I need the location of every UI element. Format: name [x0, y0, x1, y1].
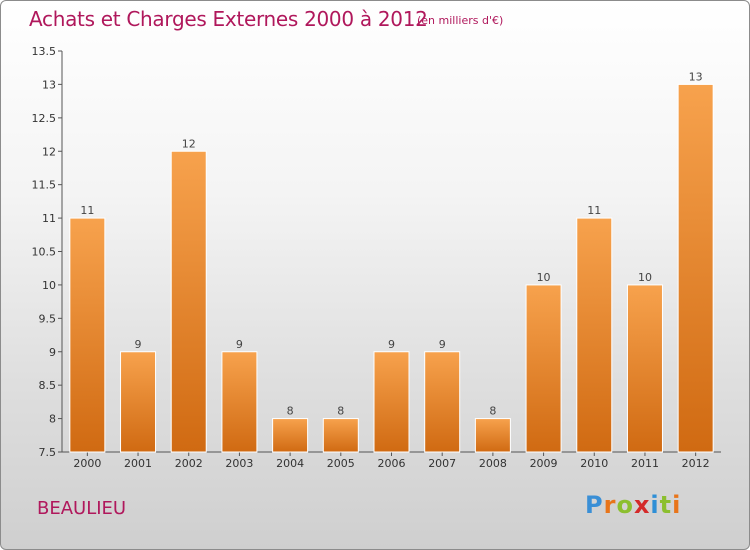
- x-tick-label: 2002: [175, 457, 203, 470]
- bar-value-label: 11: [80, 204, 94, 217]
- bar-value-label: 8: [287, 405, 294, 418]
- x-tick-label: 2011: [631, 457, 659, 470]
- bar-value-label: 8: [489, 405, 496, 418]
- bar-value-label: 13: [689, 70, 703, 83]
- logo-letter: x: [633, 491, 651, 519]
- bar: [576, 217, 613, 453]
- x-tick-label: 2007: [428, 457, 456, 470]
- x-tick-label: 2006: [378, 457, 406, 470]
- bar-value-label: 10: [638, 271, 652, 284]
- logo-letter: t: [659, 491, 673, 519]
- bar-value-label: 9: [439, 338, 446, 351]
- y-tick-label: 12: [42, 145, 56, 158]
- x-tick-label: 2009: [530, 457, 558, 470]
- bar-value-label: 12: [182, 137, 196, 150]
- logo-letter: o: [616, 491, 634, 519]
- y-tick-label: 10: [42, 279, 56, 292]
- bar: [373, 351, 410, 453]
- x-tick-label: 2012: [682, 457, 710, 470]
- x-tick-label: 2010: [580, 457, 608, 470]
- y-tick-label: 13: [42, 78, 56, 91]
- x-tick-label: 2001: [124, 457, 152, 470]
- bar: [525, 284, 562, 453]
- y-tick-label: 9.5: [39, 312, 57, 325]
- bar: [120, 351, 157, 453]
- logo-letter: r: [603, 491, 617, 519]
- data-labels: 11 9 12 9 8 8 9 9 8 10 11 10 13: [80, 70, 702, 417]
- x-tick-label: 2005: [327, 457, 355, 470]
- chart-title: Achats et Charges Externes 2000 à 2012: [29, 7, 428, 31]
- y-tick-label: 10.5: [32, 246, 57, 259]
- bar: [322, 418, 359, 453]
- y-tick-label: 8: [49, 413, 56, 426]
- y-tick-label: 12.5: [32, 112, 57, 125]
- logo-letter: P: [585, 491, 604, 519]
- bar-value-label: 9: [135, 338, 142, 351]
- y-tick-label: 13.5: [32, 45, 57, 58]
- y-tick-label: 8.5: [39, 379, 57, 392]
- x-tick-label: 2004: [276, 457, 304, 470]
- bar-value-label: 8: [337, 405, 344, 418]
- x-tick-label: 2003: [225, 457, 253, 470]
- chart-subtitle: (en milliers d'€): [417, 14, 504, 27]
- bar: [474, 418, 511, 453]
- bar: [424, 351, 461, 453]
- logo-letter: i: [672, 491, 682, 519]
- city-name: BEAULIEU: [37, 498, 127, 519]
- y-tick-label: 7.5: [39, 446, 57, 459]
- y-tick-label: 11: [42, 212, 56, 225]
- bar: [69, 217, 106, 453]
- bar-value-label: 10: [537, 271, 551, 284]
- bar: [221, 351, 258, 453]
- bar: [272, 418, 309, 453]
- y-tick-label: 9: [49, 346, 56, 359]
- bars: [69, 83, 714, 453]
- bar: [677, 83, 714, 453]
- proxiti-logo: Proxiti: [585, 491, 681, 519]
- x-tick-label: 2000: [73, 457, 101, 470]
- logo-letter: i: [650, 491, 660, 519]
- y-tick-label: 11.5: [32, 179, 57, 192]
- bar: [626, 284, 663, 453]
- bar: [170, 150, 207, 453]
- bar-value-label: 9: [236, 338, 243, 351]
- axes: 7.5 8 8.5 9 9.5 10 10.5 11 11.5 12 12.5 13 13.5 2000 2…: [32, 45, 721, 470]
- bar-value-label: 11: [587, 204, 601, 217]
- bar-value-label: 9: [388, 338, 395, 351]
- x-tick-label: 2008: [479, 457, 507, 470]
